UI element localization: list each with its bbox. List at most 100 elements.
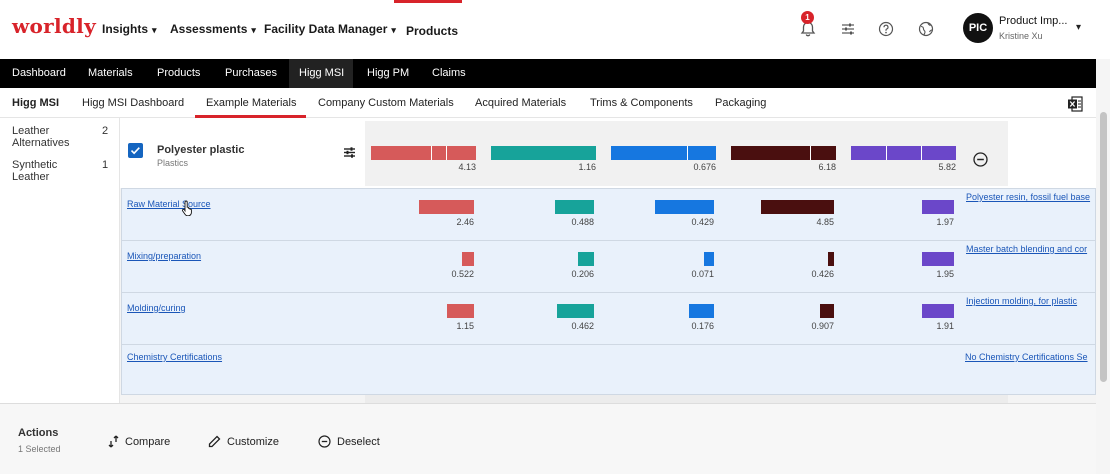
row-divider <box>122 240 1097 241</box>
sidebar-item-count: 1 <box>102 159 109 171</box>
scrollbar-thumb[interactable] <box>1100 112 1107 382</box>
stage-description-link[interactable]: Polyester resin, fossil fuel base <box>966 192 1091 202</box>
stage-description-link[interactable]: No Chemistry Certifications Se <box>965 352 1088 362</box>
impact-value: 6.18 <box>818 162 836 172</box>
customize-button[interactable]: Customize <box>208 435 279 448</box>
chevron-down-icon: ▾ <box>251 25 256 35</box>
actions-title: Actions <box>18 427 59 439</box>
material-category: Plastics <box>157 158 189 168</box>
stage-impact-bar <box>655 200 714 214</box>
topnav-active-indicator <box>394 0 462 3</box>
main-nav-products[interactable]: Products <box>157 67 201 79</box>
stage-impact-bar <box>419 200 474 214</box>
sub-nav: Higg MSI Higg MSI Dashboard Example Mate… <box>0 88 1096 118</box>
topnav-insights-label: Insights <box>102 22 149 36</box>
adjust-sliders-icon[interactable] <box>343 146 356 159</box>
material-row: Polyester plastic Plastics 4.13 1.16 0.6… <box>120 118 1096 188</box>
actions-bar: Actions 1 Selected Compare Customize Des… <box>0 403 1096 474</box>
impact-bar <box>491 146 596 160</box>
globe-icon[interactable] <box>917 20 935 38</box>
stage-impact-value: 0.488 <box>571 217 594 227</box>
topnav-fdm-label: Facility Data Manager <box>264 22 388 36</box>
stage-impact-value: 4.85 <box>816 217 834 227</box>
chevron-down-icon: ▾ <box>391 25 396 35</box>
subnav-section-title: Higg MSI <box>12 97 60 109</box>
stage-impact-value: 0.907 <box>811 321 834 331</box>
tab-higg-msi-dashboard[interactable]: Higg MSI Dashboard <box>82 97 185 109</box>
stage-impact-bar <box>578 252 594 266</box>
stage-link-mixing-preparation[interactable]: Mixing/preparation <box>127 251 202 261</box>
stage-impact-value: 0.462 <box>571 321 594 331</box>
deselect-button[interactable]: Deselect <box>318 435 380 448</box>
main-nav: Dashboard Materials Products Purchases H… <box>0 59 1096 88</box>
materials-results: Polyester plastic Plastics 4.13 1.16 0.6… <box>120 118 1097 403</box>
stage-impact-value: 0.429 <box>691 217 714 227</box>
topnav-insights[interactable]: Insights ▾ <box>102 22 157 36</box>
user-name: Kristine Xu <box>999 31 1043 41</box>
main-nav-purchases[interactable]: Purchases <box>225 67 277 79</box>
material-name[interactable]: Polyester plastic <box>157 144 245 156</box>
stage-impact-bar <box>689 304 714 318</box>
process-stages-panel: Raw Material Source 2.46 0.488 0.429 4.8… <box>121 188 1097 395</box>
impact-value: 5.82 <box>938 162 956 172</box>
tab-acquired-materials[interactable]: Acquired Materials <box>475 97 567 109</box>
stage-link-chemistry-certifications[interactable]: Chemistry Certifications <box>127 352 223 362</box>
stage-impact-bar <box>761 200 834 214</box>
stage-impact-bar <box>462 252 474 266</box>
category-sidebar: Leather Alternatives 2 Synthetic Leather… <box>0 118 120 403</box>
bar-segment-divider <box>687 146 688 160</box>
stage-description-link[interactable]: Master batch blending and cor <box>966 244 1088 254</box>
stage-impact-bar <box>820 304 834 318</box>
stage-impact-value: 1.15 <box>456 321 474 331</box>
main-nav-higg-pm[interactable]: Higg PM <box>367 67 410 79</box>
stage-description-link[interactable]: Injection molding, for plastic <box>966 296 1078 306</box>
sidebar-item-leather-alternatives[interactable]: Leather Alternatives <box>12 125 70 149</box>
sidebar-item-count: 2 <box>102 125 109 137</box>
tab-active-indicator <box>195 115 306 118</box>
impact-value: 4.13 <box>458 162 476 172</box>
tab-trims-components[interactable]: Trims & Components <box>590 97 693 109</box>
settings-sliders-icon[interactable] <box>839 20 857 38</box>
topnav-facility-data-manager[interactable]: Facility Data Manager ▾ <box>264 22 396 36</box>
customize-button-label: Customize <box>227 436 279 448</box>
stage-impact-value: 0.206 <box>571 269 594 279</box>
compare-arrows-icon <box>108 435 119 448</box>
minus-circle-icon <box>318 435 331 448</box>
worldly-logo[interactable]: worldly <box>12 14 96 38</box>
deselect-button-label: Deselect <box>337 436 380 448</box>
topnav-products[interactable]: Products <box>406 24 459 38</box>
tab-example-materials[interactable]: Example Materials <box>206 97 297 109</box>
stage-impact-bar <box>704 252 714 266</box>
impact-bar <box>851 146 956 160</box>
sidebar-item-synthetic-leather[interactable]: Synthetic Leather <box>12 159 58 183</box>
stage-impact-bar <box>557 304 594 318</box>
stage-impact-bar <box>447 304 474 318</box>
main-nav-dashboard[interactable]: Dashboard <box>12 67 66 79</box>
main-nav-claims[interactable]: Claims <box>432 67 466 79</box>
impact-bar <box>371 146 476 160</box>
help-icon[interactable] <box>877 20 895 38</box>
user-org-name: Product Imp... <box>999 15 1068 27</box>
stage-link-molding-curing[interactable]: Molding/curing <box>127 303 186 313</box>
compare-button[interactable]: Compare <box>108 435 170 448</box>
stage-impact-value: 0.071 <box>691 269 714 279</box>
topnav-assessments-label: Assessments <box>170 22 248 36</box>
stage-impact-value: 1.95 <box>936 269 954 279</box>
chevron-down-icon[interactable]: ▾ <box>1076 22 1082 33</box>
impact-value: 1.16 <box>578 162 596 172</box>
avatar[interactable]: PIC <box>963 13 993 43</box>
tab-packaging[interactable]: Packaging <box>715 97 767 109</box>
bar-segment-divider <box>886 146 887 160</box>
bar-segment-divider <box>446 146 447 160</box>
main-nav-higg-msi[interactable]: Higg MSI <box>299 67 345 79</box>
top-header: worldly Insights ▾ Assessments ▾ Facility … <box>0 0 1110 59</box>
excel-export-icon[interactable] <box>1067 96 1083 112</box>
tab-company-custom-materials[interactable]: Company Custom Materials <box>318 97 454 109</box>
collapse-minus-icon[interactable] <box>973 152 988 167</box>
stage-impact-value: 0.176 <box>691 321 714 331</box>
material-select-checkbox[interactable] <box>128 143 143 158</box>
main-nav-materials[interactable]: Materials <box>88 67 133 79</box>
row-divider <box>122 292 1097 293</box>
topnav-assessments[interactable]: Assessments ▾ <box>170 22 256 36</box>
stage-link-raw-material-source[interactable]: Raw Material Source <box>127 199 211 209</box>
